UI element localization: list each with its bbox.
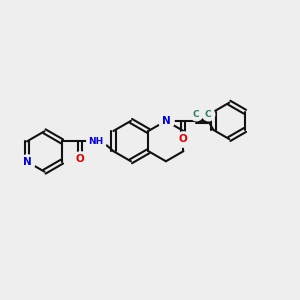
Text: NH: NH xyxy=(88,137,104,146)
Text: C: C xyxy=(192,110,199,119)
Text: C: C xyxy=(205,110,211,119)
Text: O: O xyxy=(75,154,84,164)
Text: N: N xyxy=(161,116,170,126)
Text: O: O xyxy=(179,134,188,144)
Text: N: N xyxy=(22,157,32,166)
